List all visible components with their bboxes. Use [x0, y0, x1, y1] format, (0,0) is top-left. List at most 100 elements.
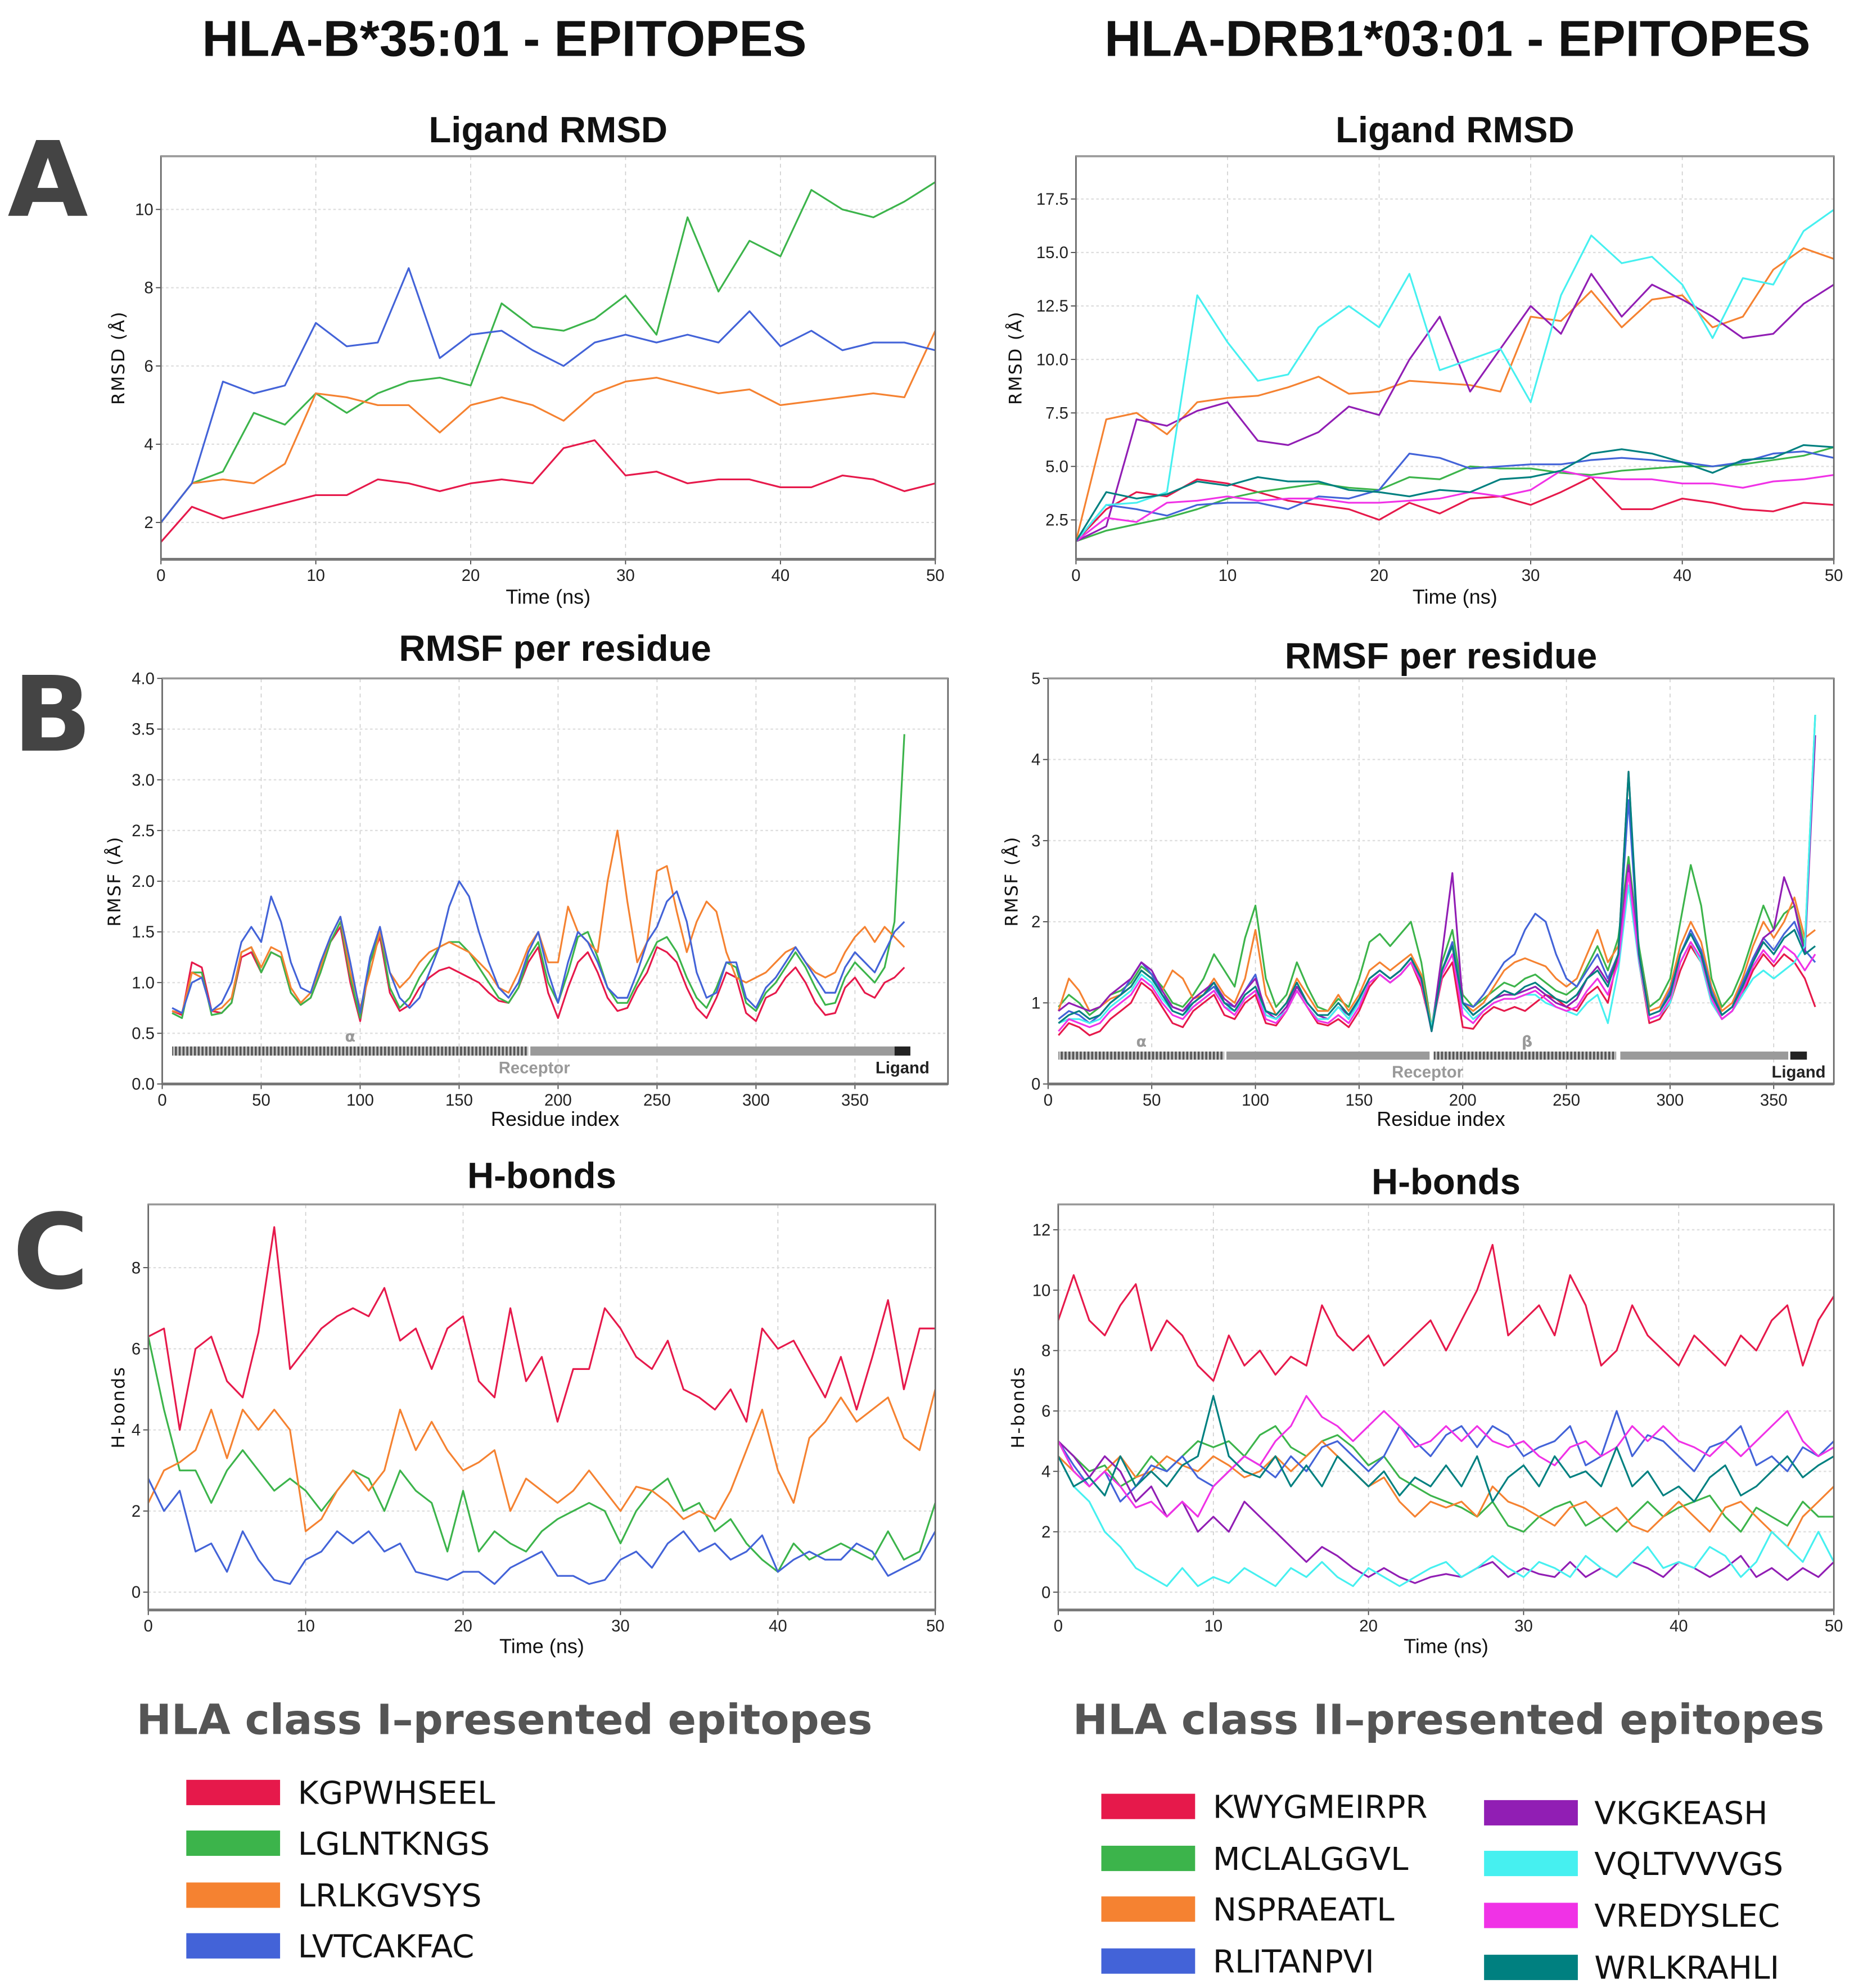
x-tick-label: 150: [1345, 1091, 1373, 1110]
x-tick-label: 0: [144, 1617, 153, 1635]
legend-item: VREDYSLEC: [1484, 1898, 1780, 1935]
series-line-lrlkgvsys: [148, 1389, 936, 1532]
segment-bar-plain: [1620, 1051, 1789, 1060]
series-line-kgpwhseel: [172, 926, 905, 1022]
legend-item: LGLNTKNGS: [186, 1826, 490, 1863]
chart-2: RMSF per residue Residue index RMSF (Å) 0 50…: [103, 628, 949, 1130]
legend-label: KGPWHSEEL: [298, 1775, 496, 1812]
y-tick-label: 5.0: [1045, 458, 1068, 476]
x-tick-label: 200: [544, 1091, 572, 1110]
chart-4: H-bonds Time (ns) H-bonds 0 10 20 30 40 50 0 2 4 6 8: [109, 1155, 945, 1657]
receptor-label: Receptor: [1392, 1063, 1463, 1081]
chart-1: Ligand RMSD Time (ns) RMSD (Å) 0 10 20 30 40 50 2…: [1005, 109, 1843, 608]
chain-label: α: [1136, 1033, 1147, 1051]
y-tick-label: 2: [1031, 913, 1040, 931]
legend-label: VREDYSLEC: [1594, 1898, 1780, 1935]
x-tick-label: 30: [611, 1617, 630, 1635]
series-line-wrlkrahli: [1076, 444, 1834, 542]
legend-item: VKGKEASH: [1484, 1796, 1768, 1832]
y-tick-label: 17.5: [1036, 190, 1068, 209]
legend-item: RLITANPVI: [1101, 1944, 1374, 1980]
legend-label: NSPRAEATL: [1213, 1892, 1395, 1928]
segment-bar-ligand: [894, 1046, 910, 1056]
y-tick-label: 10: [135, 201, 154, 219]
legend-swatch: [186, 1882, 281, 1908]
series-line-vredyslec: [1076, 470, 1834, 542]
x-tick-label: 350: [841, 1091, 869, 1110]
y-tick-label: 6: [144, 357, 153, 376]
legend-item: KWYGMEIRPR: [1101, 1789, 1428, 1825]
legend-item: WRLKRAHLI: [1484, 1950, 1779, 1987]
chain-label: β: [1522, 1033, 1532, 1051]
x-tick-label: 50: [1825, 1617, 1843, 1635]
legend-item: LVTCAKFAC: [186, 1928, 474, 1965]
series-line-nspraeatl: [1076, 247, 1834, 542]
panel-letter-a: A: [8, 119, 88, 241]
y-tick-label: 6: [132, 1340, 141, 1359]
chart-title: Ligand RMSD: [428, 109, 667, 150]
chart-title: Ligand RMSD: [1336, 109, 1575, 150]
series-line-vredyslec: [1058, 1395, 1834, 1518]
x-tick-label: 350: [1760, 1091, 1788, 1110]
plot-frame: [147, 1203, 936, 1611]
y-tick-label: 4: [132, 1421, 141, 1440]
y-tick-label: 2.5: [1045, 511, 1068, 530]
x-tick-label: 0: [1044, 1091, 1053, 1110]
x-tick-label: 300: [1656, 1091, 1684, 1110]
plot-frame: [1075, 155, 1835, 560]
x-tick-label: 20: [462, 566, 480, 585]
series-line-lrlkgvsys: [161, 330, 936, 524]
y-tick-label: 12: [1032, 1221, 1051, 1239]
x-tick-label: 10: [1204, 1617, 1223, 1635]
y-tick-label: 10: [1032, 1281, 1051, 1300]
legend-label: LGLNTKNGS: [298, 1826, 490, 1863]
series-line-lvtcakfac: [148, 1478, 936, 1585]
y-axis-label: RMSF (Å): [1001, 836, 1022, 927]
x-tick-label: 40: [1673, 566, 1691, 585]
x-tick-label: 40: [769, 1617, 787, 1635]
legend-swatch: [1484, 1954, 1578, 1980]
legend-swatch: [186, 1779, 281, 1805]
x-tick-label: 10: [1219, 566, 1237, 585]
ligand-label: Ligand: [1772, 1063, 1826, 1081]
series-line-lglntkngs: [172, 734, 905, 1019]
x-tick-label: 30: [1514, 1617, 1533, 1635]
y-tick-label: 6: [1041, 1402, 1050, 1421]
chart-title: RMSF per residue: [399, 628, 711, 669]
x-axis-label: Time (ns): [499, 1634, 584, 1657]
plot-frame: [1057, 1203, 1835, 1611]
panel-letter-b: B: [13, 654, 92, 776]
y-tick-label: 2: [1041, 1523, 1050, 1541]
legend-swatch: [1101, 1846, 1196, 1872]
y-tick-label: 0.5: [132, 1025, 155, 1043]
y-tick-label: 4: [1031, 751, 1040, 769]
y-tick-label: 10.0: [1036, 350, 1068, 369]
legend-item: KGPWHSEEL: [186, 1775, 495, 1812]
legend-item: LRLKGVSYS: [186, 1878, 482, 1914]
x-tick-label: 40: [1670, 1617, 1688, 1635]
series-line-vkgkeash: [1076, 273, 1834, 542]
y-tick-label: 3.0: [132, 771, 155, 790]
legend-label: LRLKGVSYS: [298, 1878, 482, 1914]
legend-swatch: [1484, 1800, 1578, 1825]
x-axis-label: Residue index: [491, 1107, 619, 1130]
legend-label: RLITANPVI: [1213, 1944, 1374, 1980]
plot-frame: [1047, 677, 1835, 1085]
y-axis-label: H-bonds: [1008, 1366, 1029, 1449]
x-tick-label: 50: [1143, 1091, 1161, 1110]
series-line-vkgkeash: [1058, 735, 1816, 1033]
x-axis-label: Residue index: [1377, 1107, 1505, 1130]
x-tick-label: 50: [1825, 566, 1843, 585]
y-tick-label: 15.0: [1036, 244, 1068, 262]
y-tick-label: 1.0: [132, 973, 155, 992]
x-tick-label: 20: [1359, 1617, 1378, 1635]
y-tick-label: 3: [1031, 832, 1040, 850]
segment-bar-plain: [1226, 1051, 1430, 1060]
y-tick-label: 0: [1031, 1075, 1040, 1094]
x-tick-label: 250: [1553, 1091, 1580, 1110]
x-tick-label: 100: [1242, 1091, 1269, 1110]
segment-bar-hatched: [1433, 1051, 1617, 1060]
legend-label: KWYGMEIRPR: [1213, 1789, 1428, 1825]
series-line-nspraeatl: [1058, 1440, 1834, 1548]
